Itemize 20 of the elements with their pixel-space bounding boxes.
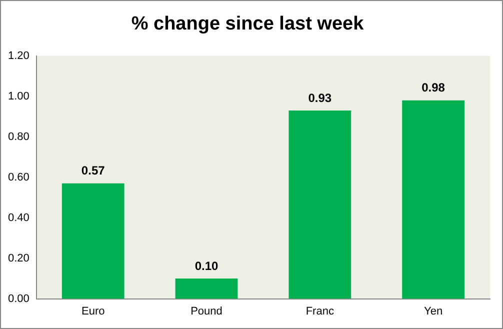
y-tick-label: 0.40 <box>8 212 30 224</box>
data-label: 0.10 <box>194 258 219 273</box>
data-label: 0.98 <box>422 80 446 95</box>
data-label: 0.57 <box>81 164 106 178</box>
x-tick-label: Pound <box>190 305 222 318</box>
y-tick-label: 1.00 <box>8 90 30 102</box>
bar <box>175 278 238 299</box>
data-label: 0.93 <box>308 90 332 105</box>
y-tick-label: 0.00 <box>8 292 30 305</box>
y-tick-label: 0.60 <box>8 171 30 184</box>
y-tick-label: 0.80 <box>8 130 30 143</box>
y-tick-label: 1.20 <box>8 50 30 62</box>
x-tick-label: Yen <box>424 305 443 318</box>
bar <box>62 183 124 299</box>
x-tick-label: Franc <box>306 305 334 318</box>
x-tick-label: Euro <box>81 305 105 318</box>
chart-title: % change since last week <box>131 14 364 35</box>
bar <box>288 110 352 299</box>
y-tick-label: 0.20 <box>8 252 30 264</box>
bar <box>402 100 464 299</box>
